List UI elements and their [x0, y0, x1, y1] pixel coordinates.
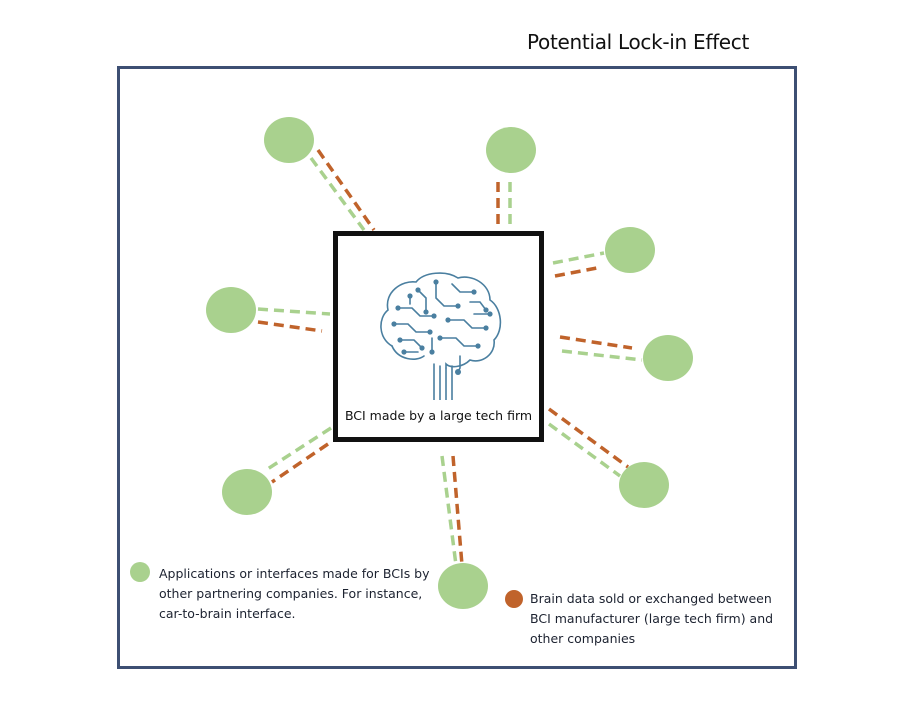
brown-link-top-left: [318, 150, 374, 230]
green-link-left: [258, 309, 330, 314]
application-node-lower-left: [222, 469, 272, 515]
legend-brain-data-text: Brain data sold or exchanged between BCI…: [530, 589, 790, 649]
green-link-upper-right: [553, 253, 604, 263]
bci-center-box: BCI made by a large tech firm: [333, 231, 544, 442]
brown-link-right: [560, 337, 632, 348]
brown-link-left: [258, 322, 322, 331]
green-link-right: [562, 351, 642, 360]
application-node-bottom: [438, 563, 488, 609]
application-node-top: [486, 127, 536, 173]
legend-applications-text: Applications or interfaces made for BCIs…: [159, 564, 439, 624]
brown-link-bottom: [453, 456, 462, 565]
brown-link-upper-right: [555, 267, 602, 276]
legend-green-swatch: [130, 562, 150, 582]
green-link-top-left: [311, 158, 364, 230]
application-node-upper-right: [605, 227, 655, 273]
application-node-top-left: [264, 117, 314, 163]
legend-brown-swatch: [505, 590, 523, 608]
application-node-lower-right: [619, 462, 669, 508]
brown-link-lower-right: [549, 409, 628, 467]
circuit-brain-icon: [374, 268, 504, 400]
application-node-left: [206, 287, 256, 333]
green-link-lower-right: [549, 424, 620, 476]
bci-center-label: BCI made by a large tech firm: [338, 408, 539, 423]
application-node-right: [643, 335, 693, 381]
